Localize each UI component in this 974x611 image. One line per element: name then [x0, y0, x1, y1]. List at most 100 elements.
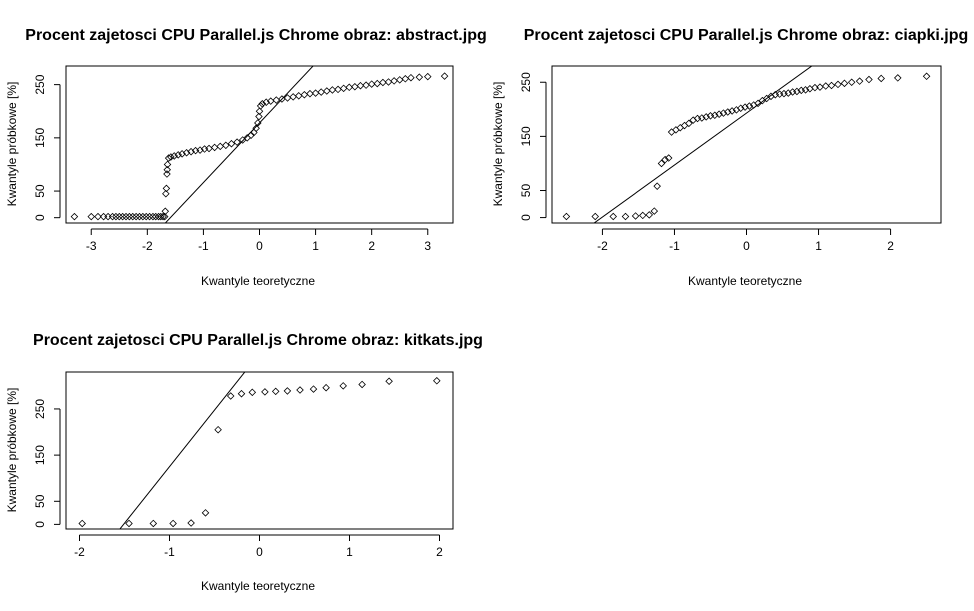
y-tick-label: 250 [33, 74, 47, 94]
y-tick-label: 150 [33, 445, 47, 465]
data-point [78, 519, 86, 528]
data-point [294, 92, 303, 100]
data-point [745, 102, 754, 110]
data-point [139, 212, 147, 221]
data-point [621, 212, 630, 221]
data-point [395, 76, 404, 84]
data-point [163, 160, 172, 169]
data-point [196, 146, 204, 154]
data-point [650, 207, 659, 215]
data-point [261, 388, 269, 396]
y-tick-label: 50 [33, 494, 47, 508]
data-point [112, 212, 120, 221]
data-point [407, 73, 415, 82]
data-point [163, 170, 171, 178]
qq-reference-line [164, 66, 314, 223]
data-point [653, 182, 661, 190]
data-point [118, 212, 127, 221]
data-point [780, 89, 788, 98]
data-point [214, 425, 222, 434]
y-tick-label: 50 [33, 184, 47, 198]
qq-reference-line [593, 66, 813, 223]
data-point [222, 141, 230, 150]
data-point [262, 98, 270, 106]
data-point [163, 166, 172, 174]
data-point [216, 142, 225, 151]
data-point [151, 212, 160, 221]
y-axis: 0 50 150 250 [33, 399, 61, 528]
qq-panel-ciapki: Procent zajetosci CPU Parallel.js Chrome… [491, 27, 969, 288]
x-tick-label: -3 [86, 239, 97, 253]
data-point [667, 128, 676, 136]
data-point [401, 75, 410, 83]
data-point [300, 90, 309, 99]
data-point [345, 83, 354, 92]
data-point [334, 85, 342, 94]
data-point [255, 107, 264, 116]
data-point [385, 377, 393, 386]
x-tick-label: 3 [424, 239, 431, 253]
data-point [719, 109, 728, 117]
y-tick-label: 0 [33, 214, 47, 221]
data-point [433, 377, 441, 385]
chart-title: Procent zajetosci CPU Parallel.js Chrome… [25, 27, 486, 44]
data-point [645, 211, 654, 219]
data-point [922, 72, 931, 81]
chart-title: Procent zajetosci CPU Parallel.js Chrome… [33, 332, 483, 349]
data-point [840, 79, 849, 88]
data-point [793, 87, 801, 96]
data-point [256, 102, 265, 110]
data-point [631, 212, 640, 220]
y-tick-label: 150 [33, 128, 47, 148]
data-point [311, 89, 320, 97]
x-tick-label: 2 [887, 239, 894, 253]
x-tick-label: -2 [142, 239, 153, 253]
x-tick-label: 2 [368, 239, 375, 253]
x-tick-label: -1 [669, 239, 680, 253]
data-point [339, 84, 348, 93]
data-point [254, 119, 262, 127]
data-point [125, 212, 134, 221]
chart-title: Procent zajetosci CPU Parallel.js Chrome… [524, 27, 969, 44]
x-tick-label: 1 [815, 239, 822, 253]
data-point [187, 519, 195, 527]
data-point [562, 212, 571, 221]
data-point [258, 100, 267, 108]
data-point [125, 519, 133, 528]
data-point [283, 387, 292, 395]
data-point [169, 519, 177, 528]
y-tick-label: 250 [519, 72, 533, 92]
y-axis-label: Kwantyle próbkowe [%] [491, 82, 505, 207]
data-point [306, 89, 314, 98]
qq-panel-abstract: Procent zajetosci CPU Parallel.js Chrome… [5, 27, 487, 288]
data-point [827, 81, 836, 90]
x-axis-label: Kwantyle teoretyczne [688, 274, 802, 288]
data-point [373, 79, 382, 88]
data-point [698, 114, 706, 122]
data-point [362, 81, 370, 89]
data-point [122, 212, 130, 221]
data-point [356, 81, 365, 90]
data-point [271, 387, 280, 396]
data-point [178, 150, 186, 158]
data-point [237, 389, 246, 398]
plot-frame [551, 65, 942, 224]
x-tick-label: 1 [312, 239, 319, 253]
data-point [309, 385, 318, 393]
data-point [736, 104, 745, 112]
data-point [676, 123, 684, 132]
data-point [210, 143, 219, 152]
y-tick-label: 0 [519, 214, 533, 221]
data-point [379, 78, 387, 87]
data-point [160, 212, 169, 221]
data-point [226, 392, 235, 400]
data-point [201, 509, 210, 517]
y-axis: 0 50 150 250 [33, 74, 61, 221]
data-point [384, 78, 393, 86]
x-axis-label: Kwantyle teoretyczne [201, 274, 315, 288]
data-point [821, 82, 830, 90]
data-point [104, 212, 112, 221]
data-point [440, 72, 449, 80]
data-point [702, 113, 710, 121]
data-point [145, 212, 154, 221]
